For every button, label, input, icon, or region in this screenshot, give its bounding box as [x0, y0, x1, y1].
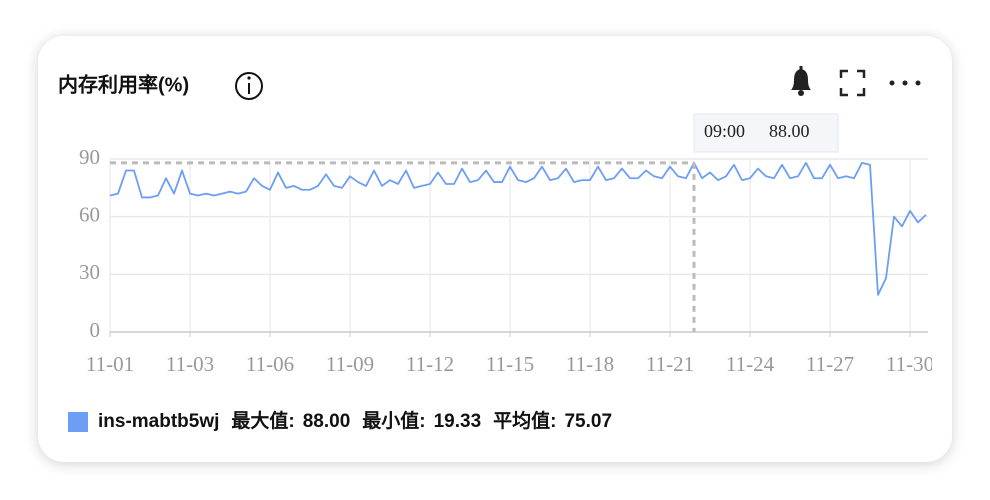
plot: 0 30 60 90 11-01 11-03 11-06 11-09 11-12 11-15 11-… — [79, 145, 934, 376]
x-tick-label: 11-12 — [406, 352, 454, 376]
x-tick-label: 11-27 — [806, 352, 854, 376]
legend: ins-mabtb5wj 最大值: 88.00 最小值: 19.33 平均值: 75.07 — [68, 409, 612, 432]
tooltip: 09:00 88.00 — [693, 113, 839, 153]
stat-value: 75.07 — [564, 411, 612, 432]
panel-title: 内存利用率(%) — [58, 72, 189, 96]
x-tick-label: 11-30 — [886, 352, 934, 376]
fullscreen-icon[interactable] — [839, 69, 866, 97]
stat-label: 平均值: — [493, 409, 556, 432]
x-tick-label: 11-15 — [486, 352, 534, 376]
legend-swatch — [68, 412, 88, 432]
stat-value: 88.00 — [303, 411, 351, 432]
info-icon[interactable] — [235, 72, 263, 100]
y-tick-label: 0 — [90, 318, 101, 342]
stat-value: 19.33 — [434, 411, 482, 432]
x-tick-label: 11-18 — [566, 352, 614, 376]
x-tick-label: 11-24 — [726, 352, 775, 376]
legend-label: ins-mabtb5wj — [98, 411, 219, 432]
y-tick-label: 60 — [79, 202, 100, 226]
x-tick-label: 11-09 — [326, 352, 374, 376]
x-tick-label: 11-01 — [86, 352, 134, 376]
y-tick-label: 90 — [79, 145, 100, 169]
x-tick-label: 11-06 — [246, 352, 294, 376]
x-tick-label: 11-03 — [166, 352, 214, 376]
tooltip-time: 09:00 — [704, 121, 745, 141]
stat-label: 最小值: — [362, 409, 425, 432]
stat-label: 最大值: — [231, 409, 294, 432]
y-tick-label: 30 — [79, 260, 100, 284]
more-icon[interactable] — [889, 80, 921, 86]
series-line — [109, 161, 927, 296]
tooltip-box — [693, 113, 839, 153]
tooltip-value: 88.00 — [769, 121, 810, 141]
x-tick-label: 11-21 — [646, 352, 694, 376]
bell-icon[interactable] — [791, 66, 811, 96]
